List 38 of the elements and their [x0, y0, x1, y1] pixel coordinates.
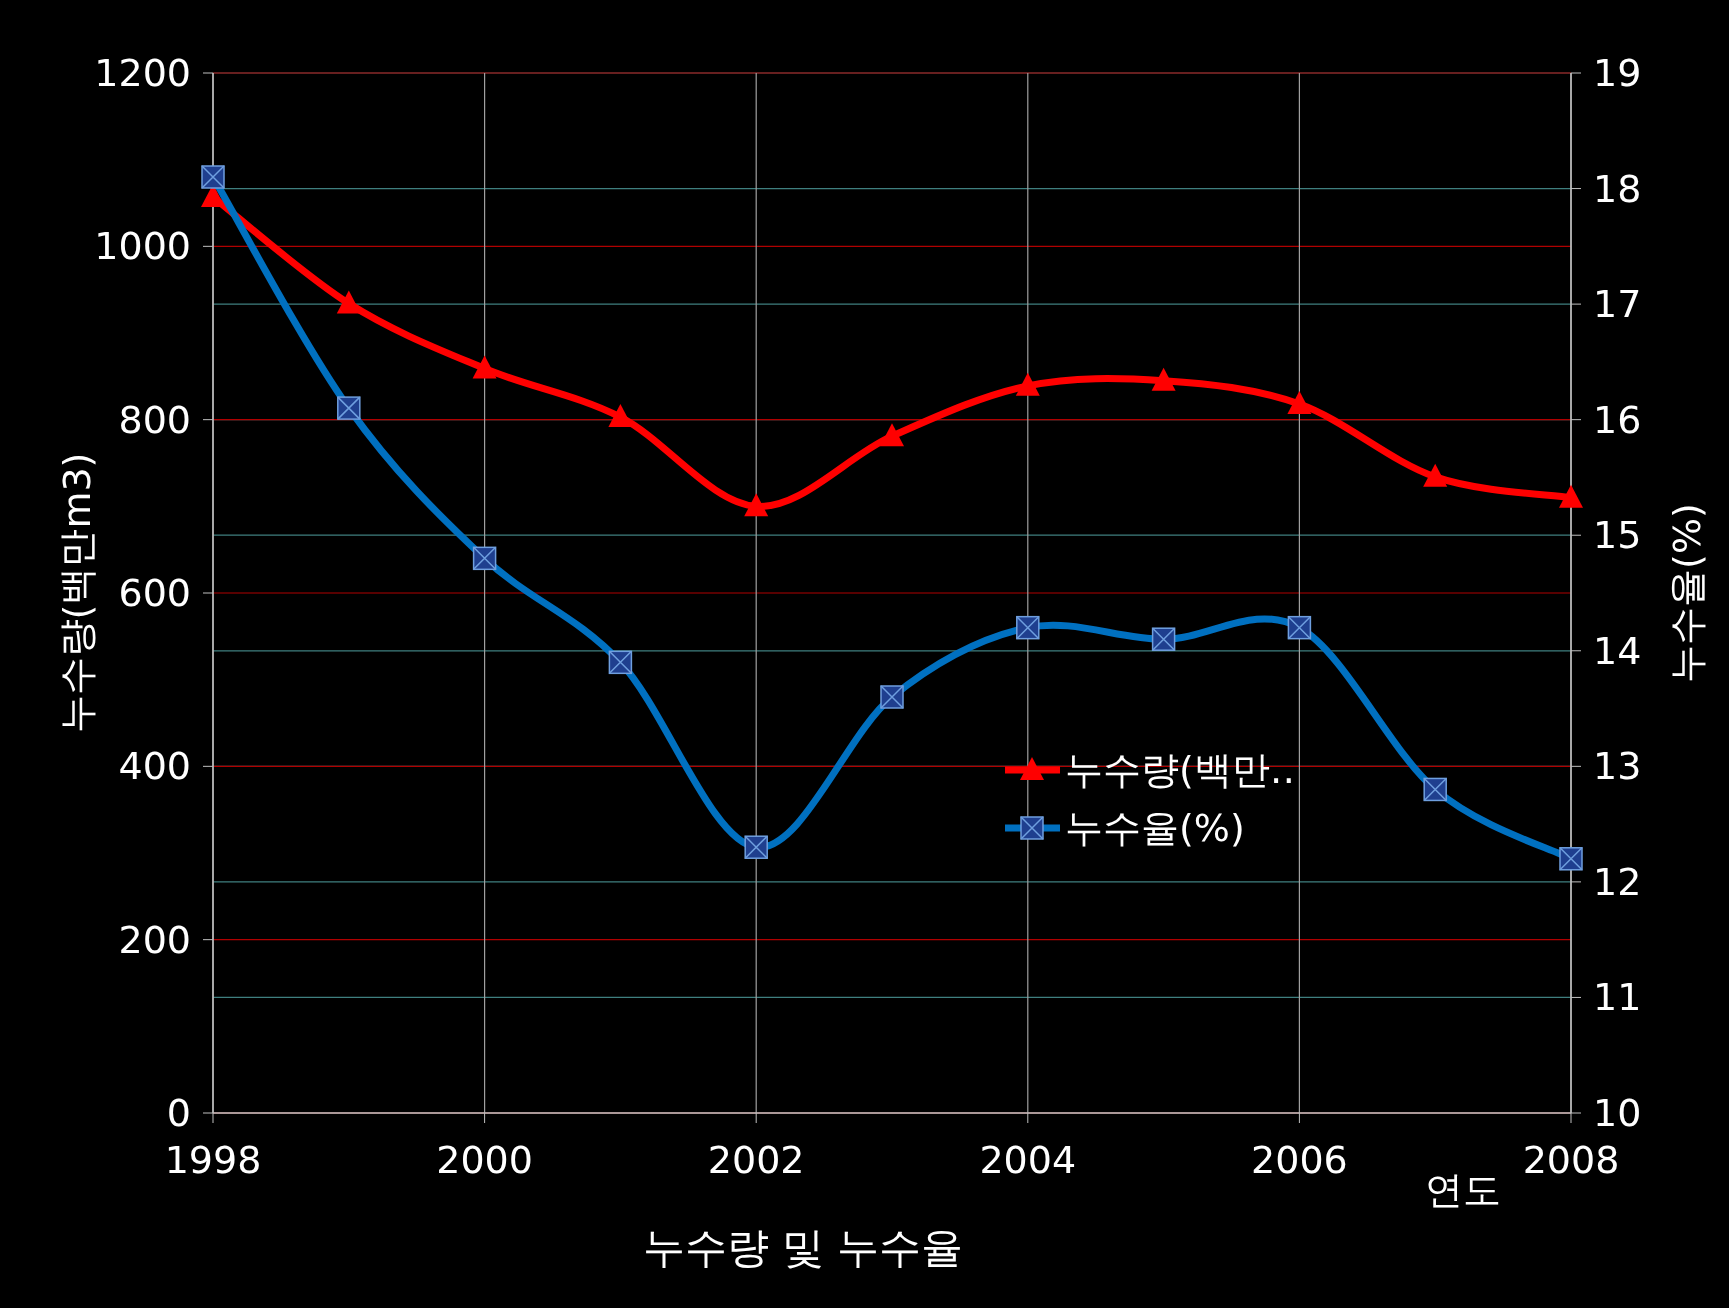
legend-label: 누수율(%): [1065, 806, 1245, 850]
point: [1423, 463, 1448, 487]
y2-tick-label: 13: [1593, 744, 1642, 789]
x-tick-label: 1998: [164, 1138, 262, 1182]
point: [1287, 391, 1312, 415]
y-tick-label: 800: [118, 397, 191, 442]
y2-tick-label: 10: [1593, 1091, 1642, 1135]
y2-tick-label: 15: [1593, 513, 1642, 558]
point: [1151, 367, 1176, 391]
point: [472, 355, 497, 379]
point: [744, 493, 769, 517]
y-tick-label: 0: [166, 1091, 191, 1135]
y-tick-label: 400: [118, 744, 191, 789]
y2-tick-label: 16: [1593, 397, 1642, 442]
y2-tick-label: 12: [1593, 859, 1642, 904]
point: [608, 404, 633, 428]
y2-tick-label: 19: [1593, 51, 1642, 95]
y-tick-label: 1200: [94, 51, 191, 95]
y-axis-title: 누수량(백만m3): [55, 452, 99, 734]
y2-tick-label: 17: [1593, 282, 1642, 327]
x-tick-label: 2000: [436, 1138, 533, 1182]
y-tick-label: 200: [118, 917, 191, 962]
y-tick-label: 600: [118, 571, 191, 615]
y2-tick-label: 11: [1593, 975, 1642, 1020]
text: 누수량 및 누수율: [642, 1223, 964, 1272]
point: [880, 423, 904, 447]
point: [1559, 484, 1583, 508]
point: [336, 290, 361, 314]
x-axis-title: 연도: [1425, 1168, 1501, 1212]
x-tick-label: 2002: [707, 1138, 805, 1182]
y2-axis-title: 누수율(%): [1665, 503, 1709, 683]
y-tick-label: 1000: [94, 224, 191, 269]
y2-tick-label: 14: [1593, 628, 1642, 673]
x-tick-label: 2006: [1251, 1138, 1348, 1182]
x-tick-label: 2008: [1522, 1138, 1620, 1182]
y2-tick-label: 18: [1593, 166, 1642, 211]
x-tick-label: 2004: [979, 1138, 1077, 1182]
point: [1015, 372, 1040, 396]
